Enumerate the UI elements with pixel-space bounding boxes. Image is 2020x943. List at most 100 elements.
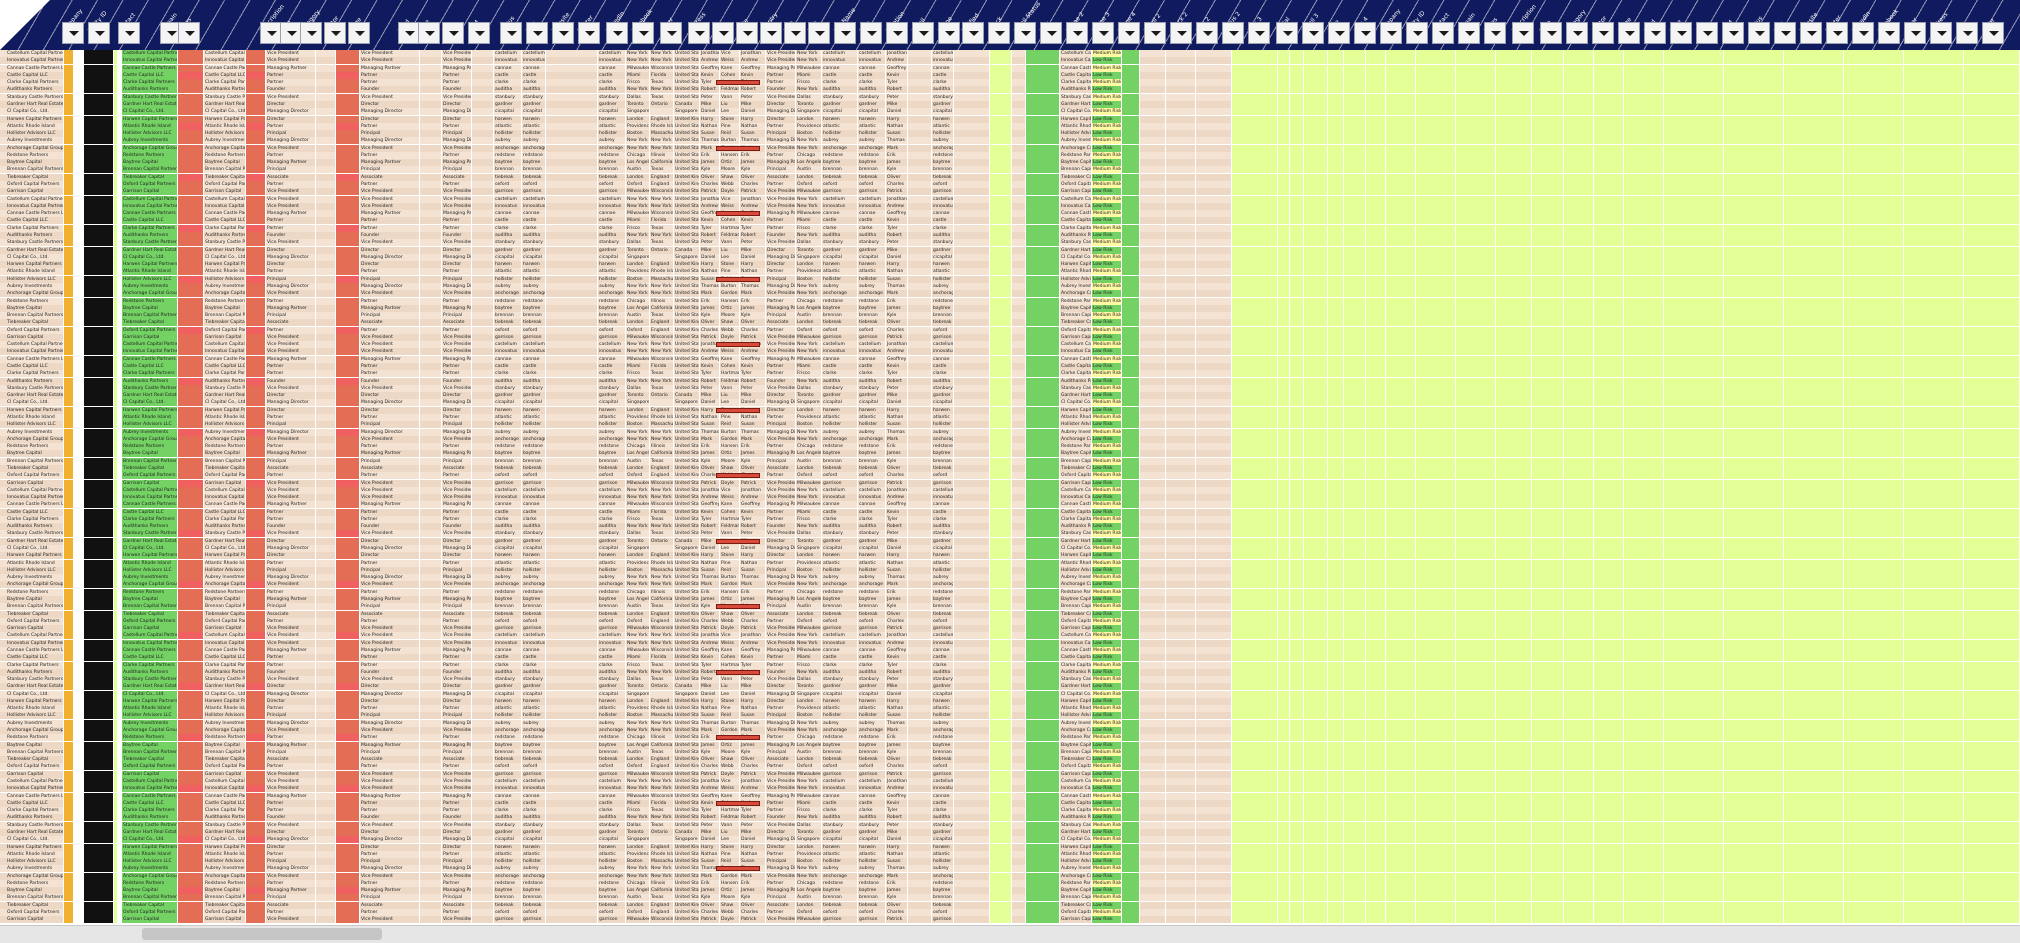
- table-cell[interactable]: [1386, 65, 1416, 72]
- table-cell[interactable]: [1624, 94, 1664, 101]
- table-cell[interactable]: Illinois: [650, 152, 674, 159]
- table-cell[interactable]: [1344, 137, 1366, 144]
- table-cell[interactable]: [1594, 130, 1624, 137]
- table-cell[interactable]: [1012, 86, 1026, 93]
- table-cell[interactable]: hollister: [494, 130, 522, 137]
- table-cell[interactable]: [1122, 145, 1140, 152]
- table-cell[interactable]: [1724, 145, 1784, 152]
- table-cell[interactable]: [1026, 152, 1060, 159]
- filter-dropdown-button[interactable]: [442, 22, 464, 44]
- table-cell[interactable]: [1724, 108, 1784, 115]
- table-cell[interactable]: [1624, 130, 1664, 137]
- table-cell[interactable]: gardner: [494, 101, 522, 108]
- filter-dropdown-button[interactable]: [178, 22, 200, 44]
- table-cell[interactable]: [1964, 145, 2020, 152]
- table-cell[interactable]: gardner: [858, 101, 886, 108]
- table-cell[interactable]: Stanbury Castle Partners LP: [204, 94, 246, 101]
- table-cell[interactable]: Texas: [650, 79, 674, 86]
- table-cell[interactable]: [1304, 145, 1328, 152]
- table-cell[interactable]: [1232, 86, 1278, 93]
- table-cell[interactable]: Pine: [720, 123, 740, 130]
- table-cell[interactable]: [1012, 152, 1026, 159]
- table-cell[interactable]: [1624, 152, 1664, 159]
- table-cell[interactable]: [1386, 101, 1416, 108]
- table-cell[interactable]: [74, 79, 84, 86]
- table-cell[interactable]: Anchorage Capital Group: [204, 145, 246, 152]
- table-cell[interactable]: [954, 137, 990, 144]
- table-cell[interactable]: [472, 108, 494, 115]
- table-cell[interactable]: castle: [932, 72, 954, 79]
- table-cell[interactable]: [1844, 137, 1904, 144]
- table-cell[interactable]: [1140, 86, 1166, 93]
- table-cell[interactable]: [954, 108, 990, 115]
- filter-dropdown-button[interactable]: [962, 22, 984, 44]
- table-cell[interactable]: [1844, 108, 1904, 115]
- table-cell[interactable]: [1844, 152, 1904, 159]
- table-cell[interactable]: [1232, 159, 1278, 166]
- table-cell[interactable]: [1196, 130, 1232, 137]
- table-cell[interactable]: [84, 159, 114, 166]
- table-cell[interactable]: [64, 159, 74, 166]
- table-cell[interactable]: [1964, 57, 2020, 64]
- table-cell[interactable]: [1166, 101, 1196, 108]
- table-cell[interactable]: [1904, 130, 1964, 137]
- table-cell[interactable]: gardner: [598, 101, 626, 108]
- table-cell[interactable]: [1784, 86, 1844, 93]
- table-cell[interactable]: [1290, 57, 1304, 64]
- table-cell[interactable]: [1964, 137, 2020, 144]
- table-cell[interactable]: London: [626, 116, 650, 123]
- table-cell[interactable]: [1496, 65, 1532, 72]
- table-cell[interactable]: Managing Director: [266, 137, 316, 144]
- table-cell[interactable]: [1366, 86, 1386, 93]
- table-cell[interactable]: harwen: [822, 116, 858, 123]
- table-cell[interactable]: Founder: [266, 86, 316, 93]
- table-cell[interactable]: [908, 137, 932, 144]
- table-cell[interactable]: [1594, 65, 1624, 72]
- table-cell[interactable]: New York: [650, 145, 674, 152]
- table-cell[interactable]: [420, 79, 442, 86]
- table-cell[interactable]: hollister: [822, 130, 858, 137]
- table-cell[interactable]: [1664, 108, 1724, 115]
- table-cell[interactable]: [1278, 101, 1290, 108]
- table-cell[interactable]: James: [886, 159, 908, 166]
- table-cell[interactable]: [1232, 152, 1278, 159]
- table-cell[interactable]: cannae: [522, 65, 546, 72]
- table-cell[interactable]: [1140, 65, 1166, 72]
- table-cell[interactable]: [1026, 116, 1060, 123]
- table-cell[interactable]: atlantic: [494, 123, 522, 130]
- table-cell[interactable]: [420, 72, 442, 79]
- table-cell[interactable]: [1026, 101, 1060, 108]
- table-cell[interactable]: [1304, 50, 1328, 57]
- table-cell[interactable]: Clarke Capital Partners: [6, 79, 64, 86]
- table-cell[interactable]: [1290, 94, 1304, 101]
- table-cell[interactable]: Partner: [360, 72, 420, 79]
- table-cell[interactable]: [1564, 152, 1594, 159]
- filter-dropdown-button[interactable]: [1930, 22, 1952, 44]
- table-cell[interactable]: [1416, 79, 1456, 86]
- table-cell[interactable]: [1496, 137, 1532, 144]
- table-cell[interactable]: castellum: [822, 50, 858, 57]
- table-cell[interactable]: Singapore: [796, 108, 822, 115]
- table-cell[interactable]: Chicago: [626, 152, 650, 159]
- table-cell[interactable]: Stanbury Castle Partners LP: [1060, 94, 1092, 101]
- table-cell[interactable]: Vice President: [766, 50, 796, 57]
- table-cell[interactable]: stanbury: [598, 94, 626, 101]
- table-cell[interactable]: [1964, 123, 2020, 130]
- table-cell[interactable]: [1664, 79, 1724, 86]
- table-cell[interactable]: Thomas: [700, 137, 720, 144]
- table-cell[interactable]: New York: [626, 57, 650, 64]
- table-cell[interactable]: [74, 101, 84, 108]
- table-cell[interactable]: [1724, 137, 1784, 144]
- table-cell[interactable]: Mike: [740, 101, 766, 108]
- table-cell[interactable]: Peter: [886, 94, 908, 101]
- table-cell[interactable]: [954, 130, 990, 137]
- table-cell[interactable]: [1304, 101, 1328, 108]
- table-cell[interactable]: Vice President: [442, 50, 472, 57]
- table-cell[interactable]: harwen: [858, 116, 886, 123]
- table-cell[interactable]: [1386, 116, 1416, 123]
- table-cell[interactable]: hollister: [598, 130, 626, 137]
- table-cell[interactable]: [84, 65, 114, 72]
- table-cell[interactable]: [1594, 86, 1624, 93]
- table-cell[interactable]: [1366, 101, 1386, 108]
- table-cell[interactable]: baytree: [522, 159, 546, 166]
